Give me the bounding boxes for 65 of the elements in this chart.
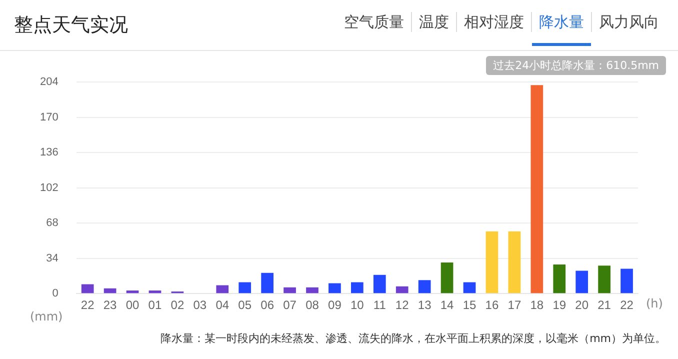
- x-tick-label: 20: [575, 298, 589, 312]
- bar: [216, 285, 229, 294]
- x-tick-label: 09: [328, 298, 342, 312]
- bar: [530, 85, 544, 294]
- x-tick-label: 22: [620, 298, 634, 312]
- x-tick-label: 21: [598, 298, 612, 312]
- x-tick-label: 10: [350, 298, 364, 312]
- x-tick-label: 07: [283, 298, 297, 312]
- x-tick-label: 11: [373, 298, 386, 312]
- x-tick-label: 19: [552, 298, 566, 312]
- bar: [598, 266, 610, 294]
- text: 风力风向: [591, 12, 666, 32]
- bar: [284, 287, 296, 294]
- text: 降水量: [531, 12, 591, 32]
- y-tick-label: 136: [40, 146, 58, 159]
- y-axis-title: (mm): [30, 310, 63, 324]
- bar: [126, 290, 139, 294]
- bar: [328, 283, 341, 294]
- bar: [463, 282, 476, 294]
- x-tick-label: 01: [148, 298, 162, 312]
- x-tick-label: 18: [530, 298, 544, 312]
- y-tick-label: 204: [40, 76, 58, 88]
- text: 降水量：某一时段内的未经蒸发、渗透、流失的降水，在水平面上积累的深度，以毫米（mm）为单位。: [160, 331, 666, 346]
- x-tick-label: 13: [418, 298, 432, 312]
- bar: [418, 280, 431, 294]
- bar: [373, 274, 386, 294]
- bar: [148, 290, 162, 294]
- bar: [576, 270, 588, 294]
- bar: [508, 231, 521, 294]
- x-tick-label: 02: [170, 298, 184, 312]
- x-tick-label: 04: [216, 298, 230, 312]
- bar: [486, 231, 498, 294]
- bar: [261, 272, 274, 294]
- y-tick-label: 0: [52, 288, 58, 300]
- x-tick-label: 22: [80, 298, 95, 312]
- x-tick-label: 03: [193, 298, 207, 312]
- bar: [238, 282, 252, 294]
- x-tick-label: 14: [440, 298, 454, 312]
- y-tick-label: 102: [40, 182, 58, 194]
- bar: [351, 282, 364, 294]
- x-tick-label: 12: [395, 298, 410, 312]
- text: 温度: [411, 12, 456, 32]
- y-tick-label: 34: [46, 252, 58, 264]
- bar: [440, 262, 454, 294]
- bar: [306, 287, 318, 294]
- x-axis-title: (h): [646, 296, 663, 311]
- bar: [81, 284, 94, 294]
- bar: [396, 286, 408, 294]
- text: 相对湿度: [456, 12, 531, 32]
- bar: [620, 268, 633, 294]
- x-tick-label: 23: [103, 298, 118, 312]
- x-tick-label: 08: [306, 298, 320, 312]
- bar: [104, 288, 116, 294]
- bar: [553, 264, 566, 294]
- x-tick-label: 00: [126, 298, 140, 312]
- y-tick-label: 170: [40, 111, 58, 124]
- x-tick-label: 15: [462, 298, 476, 312]
- x-tick-label: 17: [508, 298, 522, 312]
- x-tick-label: 16: [485, 298, 499, 312]
- chart-title: 整点天气实况: [14, 13, 128, 38]
- text: 过去24小时总降水量：610.5mm: [486, 56, 666, 75]
- x-tick-label: 05: [238, 298, 252, 312]
- x-tick-label: 06: [260, 298, 274, 312]
- text: 空气质量: [343, 12, 405, 32]
- y-tick-label: 68: [46, 217, 58, 230]
